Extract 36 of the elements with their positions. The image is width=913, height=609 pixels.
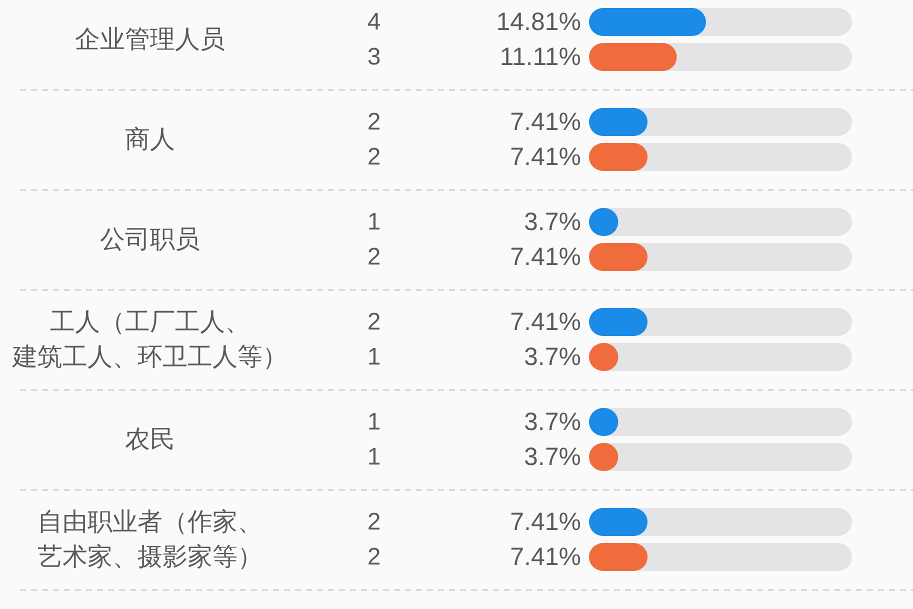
text: 2 <box>367 508 381 536</box>
y-tick-label: 公司职员 <box>100 226 200 254</box>
bar <box>589 543 648 571</box>
y-tick-label: 自由职业者（作家、艺术家、摄影家等） <box>38 508 262 571</box>
text: 4 <box>367 8 381 36</box>
data-label: 7.41% <box>510 308 581 336</box>
data-label: 7.41% <box>510 508 581 536</box>
bar <box>589 308 648 336</box>
data-label: 7.41% <box>510 143 581 171</box>
bar <box>589 143 648 171</box>
y-tick-label: 商人 <box>125 126 175 154</box>
data-label: 3.7% <box>524 208 581 236</box>
text: 2 <box>367 544 381 570</box>
text: 1 <box>367 344 381 370</box>
data-label: 7.41% <box>510 543 581 571</box>
bar <box>589 108 648 136</box>
data-label: 7.41% <box>510 108 581 136</box>
text: 2 <box>367 244 381 270</box>
y-tick-label: 企业管理人员 <box>75 26 225 54</box>
data-label: 3.7% <box>524 343 581 371</box>
text: 1 <box>367 408 381 436</box>
text: 1 <box>367 444 381 470</box>
data-label: 7.41% <box>510 243 581 271</box>
text: 2 <box>367 108 381 136</box>
y-tick-label: 工人（工厂工人、建筑工人、环卫工人等） <box>12 308 288 371</box>
bar <box>589 508 648 536</box>
y-tick-label: 农民 <box>125 426 175 454</box>
data-label: 3.7% <box>524 443 581 471</box>
text: 2 <box>367 308 381 336</box>
bar <box>589 243 648 271</box>
data-label: 11.11% <box>500 43 581 71</box>
data-label: 3.7% <box>524 408 581 436</box>
text: 1 <box>367 208 381 236</box>
data-label: 14.81% <box>496 8 581 36</box>
text: 3 <box>367 44 381 70</box>
text: 2 <box>367 144 381 170</box>
